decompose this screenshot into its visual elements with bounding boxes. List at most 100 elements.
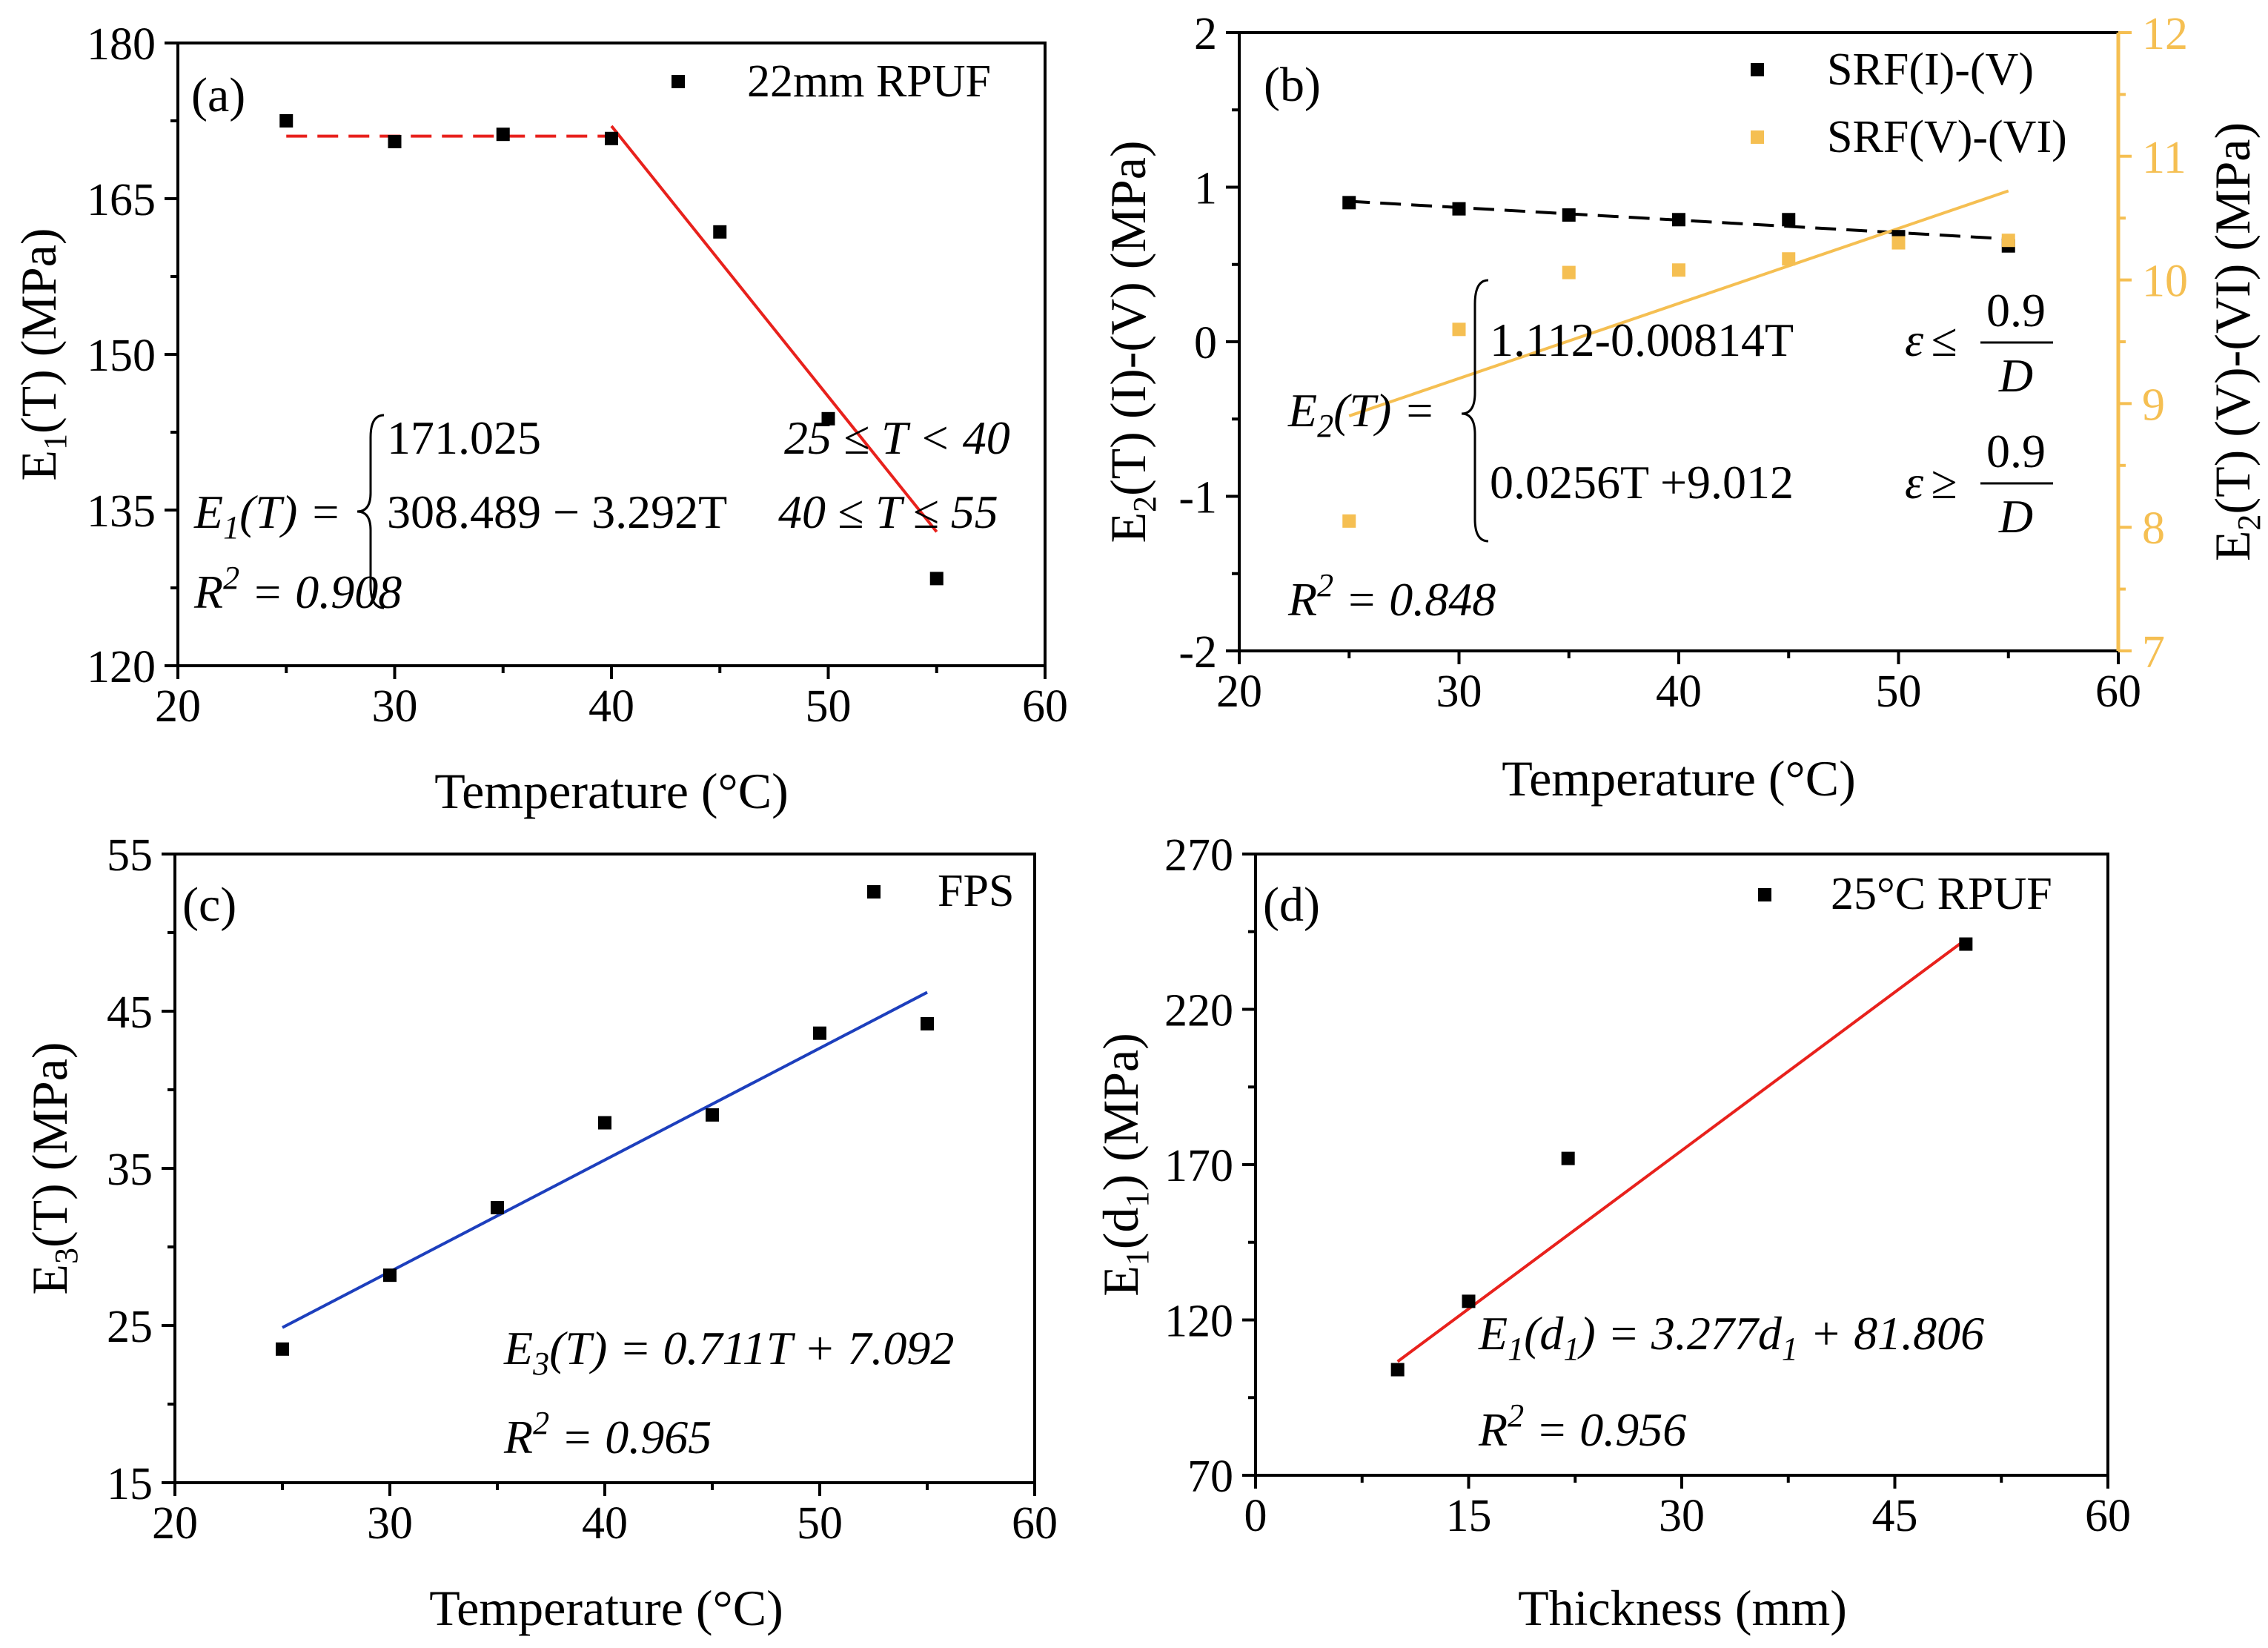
panel-b-xlabel: Temperature (°C) <box>1502 750 1855 807</box>
panel-d: 0 15 30 45 60 70 120 170 220 270 (d) 25°C RPUF E1… <box>1092 830 2131 1636</box>
panel-d-marks <box>1390 937 1973 1377</box>
panel-b-point-s1 <box>1782 213 1796 227</box>
panel-d-ytick-label: 220 <box>1164 986 1233 1036</box>
panel-c-xtick-label: 20 <box>152 1498 198 1549</box>
panel-c-point <box>491 1201 504 1214</box>
panel-b-legend-label-2: SRF(V)-(VI) <box>1827 112 2067 162</box>
panel-d-point <box>1959 937 1973 951</box>
panel-c-xlabel: Temperature (°C) <box>429 1580 783 1636</box>
panel-b-ytick-label: 2 <box>1194 9 1217 59</box>
panel-d-xtick-label: 60 <box>2085 1491 2131 1541</box>
panel-d-xtick-label: 15 <box>1446 1491 1492 1541</box>
panel-b-legend-marker-2 <box>1751 130 1764 144</box>
panel-b-point-s2 <box>1342 514 1356 528</box>
panel-c-fit-line-1 <box>282 990 928 1329</box>
panel-c-ticks: 20 30 40 50 60 15 25 35 45 55 <box>107 830 1058 1549</box>
panel-c-point <box>813 1026 826 1040</box>
panel-c-axes-frame <box>173 853 1036 1484</box>
panel-a-equation-line1: 171.025 <box>387 411 541 464</box>
panel-d-legend-marker <box>1758 888 1771 901</box>
svg-text:0.9: 0.9 <box>1986 425 2046 477</box>
panel-d-ytick-label: 270 <box>1164 830 1233 881</box>
panel-b-y2tick-label: 8 <box>2142 503 2165 554</box>
panel-c-ytick-label: 25 <box>107 1302 153 1352</box>
panel-a-equation-lhs: E1(T) = <box>193 486 342 546</box>
panel-c-xtick-label: 50 <box>797 1498 843 1549</box>
panel-b-y2tick-label: 10 <box>2142 257 2188 307</box>
panel-c-ytick-label: 35 <box>107 1145 153 1195</box>
panel-b-y2tick-label: 9 <box>2142 380 2165 430</box>
panel-c-point <box>598 1116 611 1130</box>
panel-b-y2tick-label: 7 <box>2142 627 2165 678</box>
panel-d-fit-line-1 <box>1396 938 1967 1363</box>
panel-c-point <box>921 1016 934 1030</box>
panel-b-xtick-label: 40 <box>1656 666 1702 717</box>
panel-a-point <box>496 128 510 142</box>
panel-b-label: (b) <box>1264 58 1321 112</box>
panel-d-label: (d) <box>1263 878 1320 932</box>
panel-b-legend-label-1: SRF(I)-(V) <box>1827 44 2034 95</box>
panel-b-fit-line-2 <box>1348 189 2009 417</box>
panel-c-r2: R2 = 0.965 <box>503 1405 712 1463</box>
panel-c-point <box>276 1342 289 1356</box>
panel-a-ytick-label: 165 <box>87 175 156 225</box>
panel-b-point-s1 <box>1342 196 1356 210</box>
panel-c-equation: E3(T) = 0.711T + 7.092 <box>503 1322 954 1382</box>
panel-b-point-s2 <box>1452 322 1466 337</box>
panel-b-equation-line1: 1.112-0.00814T <box>1490 314 1794 366</box>
panel-d-xtick-label: 0 <box>1244 1491 1267 1541</box>
panel-a-ytick-label: 135 <box>87 486 156 537</box>
panel-a-ytick-label: 150 <box>87 331 156 381</box>
panel-a-ytick-label: 180 <box>87 19 156 70</box>
panel-b-y2label: E2(T) (V)-(VI) (MPa) <box>2204 122 2267 561</box>
panel-a-xtick-label: 60 <box>1022 681 1068 732</box>
panel-a-marks <box>279 114 944 586</box>
svg-text:ε≥: ε ≥ <box>1905 456 1957 509</box>
panel-a-equation-cond1: 25 ≤ T < 40 <box>784 411 1010 464</box>
panel-a-r2: R2 = 0.908 <box>193 560 402 618</box>
panel-a-ytick-label: 120 <box>87 642 156 692</box>
panel-d-xtick-label: 45 <box>1872 1491 1918 1541</box>
panel-a-legend-marker <box>672 75 685 88</box>
panel-a-point <box>821 411 835 426</box>
panel-d-ytick-label: 120 <box>1164 1297 1233 1347</box>
panel-d-ytick-label: 70 <box>1187 1452 1233 1502</box>
panel-b-equation-brace <box>1461 279 1489 543</box>
panel-b-marks <box>1342 189 2015 528</box>
panel-c-ytick-label: 45 <box>107 987 153 1038</box>
panel-d-point <box>1561 1151 1575 1165</box>
svg-text:ε≤: ε ≤ <box>1905 314 1957 366</box>
panel-b-point-s1 <box>1672 213 1685 227</box>
panel-d-point <box>1462 1294 1476 1308</box>
panel-b-equation-line2: 0.0256T +9.012 <box>1490 456 1794 509</box>
panel-d-r2: R2 = 0.956 <box>1478 1397 1686 1456</box>
panel-b-point-s2 <box>1562 265 1576 279</box>
panel-a-equation-line2: 308.489 − 3.292T <box>387 486 727 538</box>
panel-b-xtick-label: 50 <box>1876 666 1922 717</box>
panel-c-legend-marker <box>867 885 881 899</box>
panel-c-marks <box>276 990 934 1356</box>
panel-c-point <box>706 1108 719 1122</box>
panel-c-ytick-label: 15 <box>107 1459 153 1509</box>
panel-d-xtick-label: 30 <box>1659 1491 1705 1541</box>
panel-b-r2: R2 = 0.848 <box>1287 567 1496 626</box>
panel-b-ytick-label: -2 <box>1178 627 1217 678</box>
panel-a-equation-brace <box>357 414 385 609</box>
panel-a-xtick-label: 50 <box>806 681 852 732</box>
panel-b-point-s1 <box>1562 208 1576 222</box>
panel-a-point <box>713 225 727 239</box>
panel-c-ytick-label: 55 <box>107 830 153 881</box>
panel-b-point-s1 <box>1452 202 1466 216</box>
panel-d-ytick-label: 170 <box>1164 1141 1233 1191</box>
panel-c-xtick-label: 60 <box>1012 1498 1058 1549</box>
panel-c: 20 30 40 50 60 15 25 35 45 55 (c) FPS E3(T) = 0.7… <box>21 830 1058 1636</box>
panel-b-equation-cond1: ε ≤ 0.9 D <box>1905 284 2053 402</box>
panel-b-ytick-label: 0 <box>1194 318 1217 368</box>
panel-b-legend-marker-1 <box>1751 63 1764 76</box>
panel-d-xlabel: Thickness (mm) <box>1518 1580 1847 1636</box>
panel-b-y2tick-label: 11 <box>2142 133 2186 183</box>
panel-c-legend-label: FPS <box>938 866 1014 916</box>
